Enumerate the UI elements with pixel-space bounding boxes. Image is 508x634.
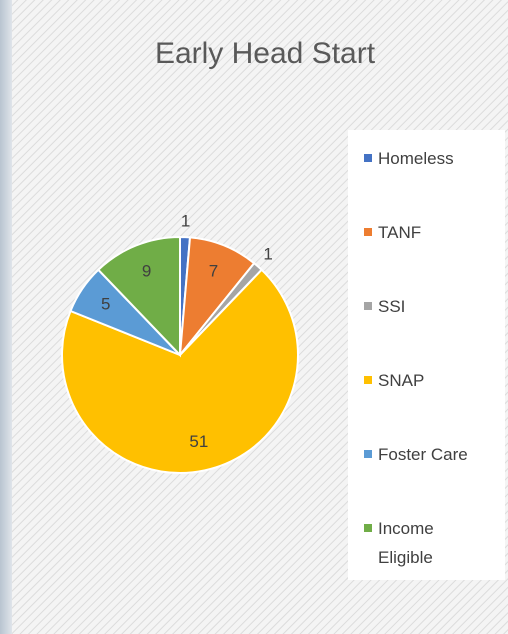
legend-item: Income Eligible	[364, 514, 494, 572]
legend-item: Foster Care	[364, 440, 494, 469]
data-label: 1	[263, 244, 272, 263]
legend-label: SSI	[378, 297, 406, 316]
data-label: 7	[209, 261, 218, 280]
legend-label: Foster Care	[378, 445, 468, 464]
legend-label: Homeless	[378, 149, 454, 168]
legend-swatch	[364, 301, 372, 310]
legend-item: TANF	[364, 218, 494, 247]
legend-swatch	[364, 375, 372, 384]
data-label: 5	[101, 294, 110, 313]
legend-item: Homeless	[364, 144, 494, 173]
data-label: 9	[142, 261, 151, 280]
pie: 1 7 1 51 5 9	[61, 211, 299, 474]
pie-slice	[96, 235, 181, 358]
side-bar	[0, 0, 12, 634]
legend-item: SSI	[364, 292, 494, 321]
legend-label: Income Eligible	[378, 519, 434, 567]
legend-swatch	[364, 227, 372, 236]
legend-item: SNAP	[364, 366, 494, 395]
legend-swatch	[364, 523, 372, 532]
data-label: 1	[181, 211, 190, 230]
pie-slice	[61, 268, 299, 474]
legend-swatch	[364, 153, 372, 162]
chart-title: Early Head Start	[155, 37, 376, 70]
legend-label: TANF	[378, 223, 422, 242]
legend-swatch	[364, 449, 372, 458]
legend-label: SNAP	[378, 371, 425, 390]
data-label: 51	[189, 432, 208, 451]
legend: Homeless TANF SSI SNAP Foster Care Income Eli…	[348, 130, 505, 580]
